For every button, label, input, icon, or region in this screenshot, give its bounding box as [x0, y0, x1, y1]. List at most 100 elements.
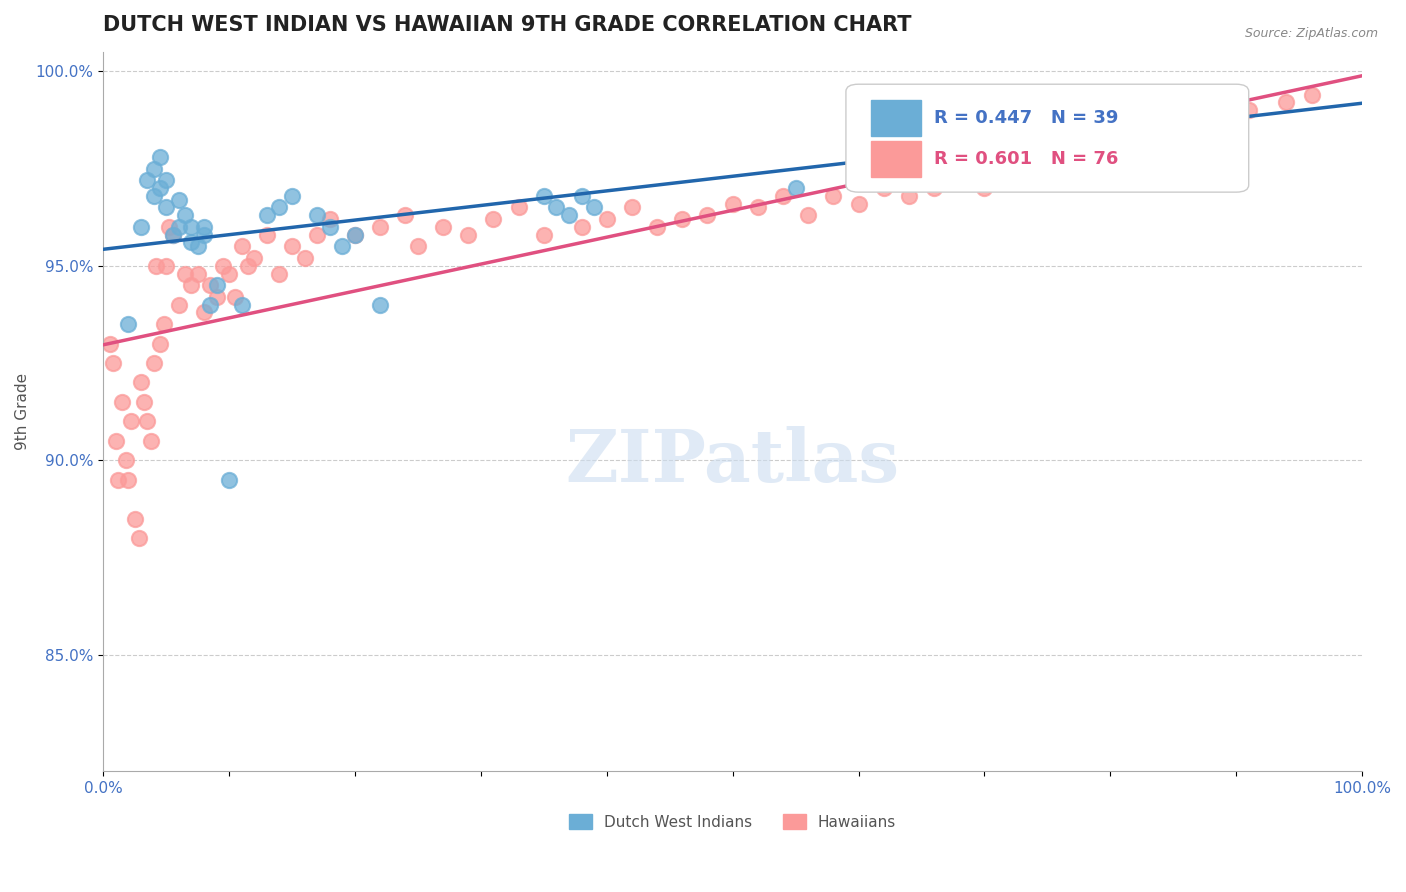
Point [243, 251, 266, 265]
Bar [872, 141, 921, 177]
Point [457, 227, 479, 242]
Point [117, 317, 139, 331]
Point [104, 434, 127, 448]
Point [200, 298, 222, 312]
Point [1275, 95, 1298, 110]
Point [823, 188, 845, 202]
Point [747, 201, 769, 215]
Point [973, 95, 995, 110]
Point [136, 414, 159, 428]
Text: R = 0.601   N = 76: R = 0.601 N = 76 [934, 150, 1118, 168]
Point [1125, 122, 1147, 136]
Point [142, 356, 165, 370]
Point [174, 208, 197, 222]
Point [180, 219, 202, 234]
Point [645, 219, 668, 234]
Bar [872, 100, 921, 136]
Point [129, 376, 152, 390]
Point [533, 227, 555, 242]
Point [142, 161, 165, 176]
Point [180, 278, 202, 293]
Point [256, 208, 278, 222]
Point [269, 201, 291, 215]
FancyBboxPatch shape [846, 84, 1249, 192]
Point [142, 188, 165, 202]
Point [897, 188, 920, 202]
Point [546, 201, 568, 215]
Point [332, 239, 354, 253]
Point [205, 290, 228, 304]
Point [149, 181, 172, 195]
Point [848, 196, 870, 211]
Point [205, 278, 228, 293]
Point [231, 239, 253, 253]
Point [998, 103, 1021, 118]
Point [596, 212, 619, 227]
Point [187, 239, 209, 253]
Point [721, 196, 744, 211]
Point [1225, 103, 1247, 118]
Point [772, 188, 794, 202]
Point [1024, 173, 1046, 187]
Point [696, 208, 718, 222]
Point [145, 259, 167, 273]
Point [294, 251, 316, 265]
Point [187, 267, 209, 281]
Point [620, 201, 643, 215]
Point [98, 336, 121, 351]
Point [508, 201, 530, 215]
Point [149, 336, 172, 351]
Point [873, 181, 896, 195]
Point [155, 173, 177, 187]
Point [797, 208, 820, 222]
Point [193, 219, 215, 234]
Point [157, 219, 180, 234]
Point [533, 188, 555, 202]
Point [998, 161, 1021, 176]
Point [571, 188, 593, 202]
Point [167, 298, 190, 312]
Point [218, 267, 240, 281]
Point [155, 201, 177, 215]
Point [124, 511, 146, 525]
Point [432, 219, 454, 234]
Point [117, 473, 139, 487]
Point [922, 181, 945, 195]
Point [139, 434, 162, 448]
Point [583, 201, 606, 215]
Point [558, 208, 581, 222]
Point [107, 473, 129, 487]
Point [1087, 142, 1109, 156]
Point [571, 219, 593, 234]
Text: ZIPatlas: ZIPatlas [565, 426, 900, 498]
Point [149, 150, 172, 164]
Point [1301, 87, 1323, 102]
Point [368, 219, 391, 234]
Point [1161, 134, 1184, 148]
Point [281, 239, 304, 253]
Point [948, 161, 970, 176]
Text: R = 0.447   N = 39: R = 0.447 N = 39 [934, 109, 1118, 127]
Point [200, 278, 222, 293]
Point [193, 305, 215, 319]
Point [167, 219, 190, 234]
Point [236, 259, 259, 273]
Point [180, 235, 202, 250]
Point [128, 531, 150, 545]
Point [1199, 119, 1222, 133]
Point [231, 298, 253, 312]
Point [155, 259, 177, 273]
Point [152, 317, 174, 331]
Point [368, 298, 391, 312]
Point [307, 227, 329, 242]
Point [212, 259, 235, 273]
Point [162, 227, 184, 242]
Point [224, 290, 246, 304]
Point [1237, 103, 1260, 118]
Point [218, 473, 240, 487]
Point [132, 395, 155, 409]
Point [103, 356, 125, 370]
Point [973, 181, 995, 195]
Point [162, 227, 184, 242]
Point [281, 188, 304, 202]
